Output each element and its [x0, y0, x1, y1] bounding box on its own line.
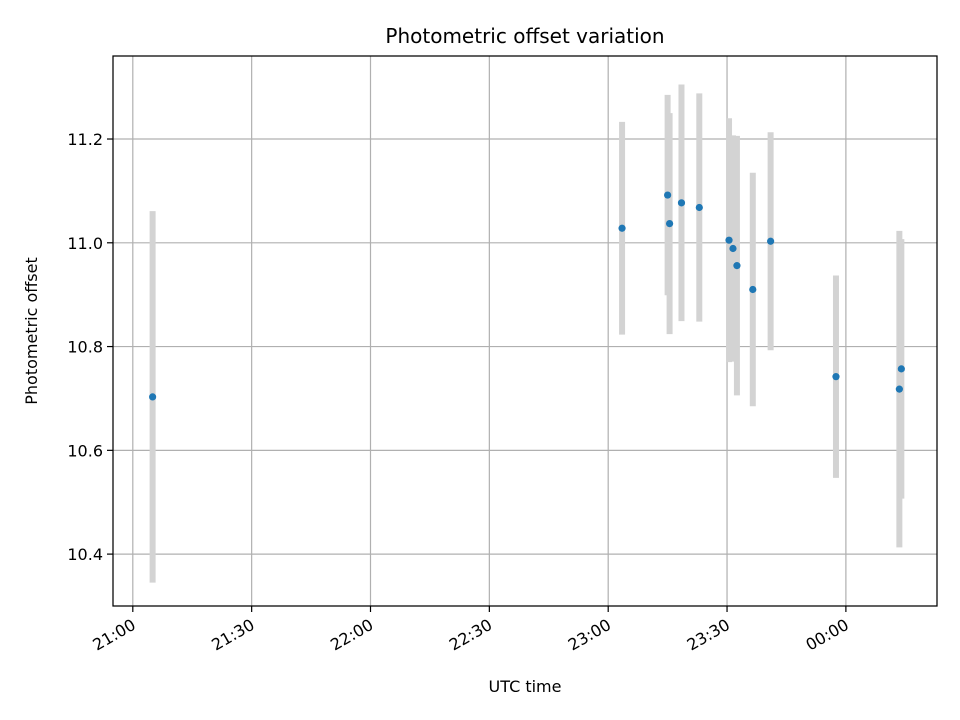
data-point — [767, 237, 775, 245]
data-point — [618, 224, 626, 232]
data-point — [149, 393, 157, 401]
y-axis: 10.4 10.6 10.8 11.0 11.2 — [67, 130, 113, 564]
data-point — [897, 365, 905, 373]
data-point — [749, 285, 757, 294]
data-point — [664, 191, 672, 199]
y-tick-label: 10.4 — [67, 545, 103, 564]
data-point — [677, 199, 686, 207]
y-tick-label: 11.0 — [67, 234, 103, 253]
data-point — [733, 262, 741, 270]
chart-title: Photometric offset variation — [385, 24, 664, 48]
x-axis-label: UTC time — [489, 677, 562, 696]
data-points — [149, 191, 905, 401]
data-point — [729, 244, 737, 253]
data-point — [665, 219, 674, 228]
y-tick-label: 10.6 — [67, 441, 103, 460]
data-point — [695, 203, 703, 212]
y-tick-label: 10.8 — [67, 338, 103, 357]
data-point — [832, 373, 840, 381]
plot-frame — [112, 55, 938, 607]
data-point — [895, 385, 903, 393]
data-point — [725, 236, 733, 244]
y-axis-label: Photometric offset — [22, 257, 41, 405]
y-tick-label: 11.2 — [67, 130, 103, 149]
